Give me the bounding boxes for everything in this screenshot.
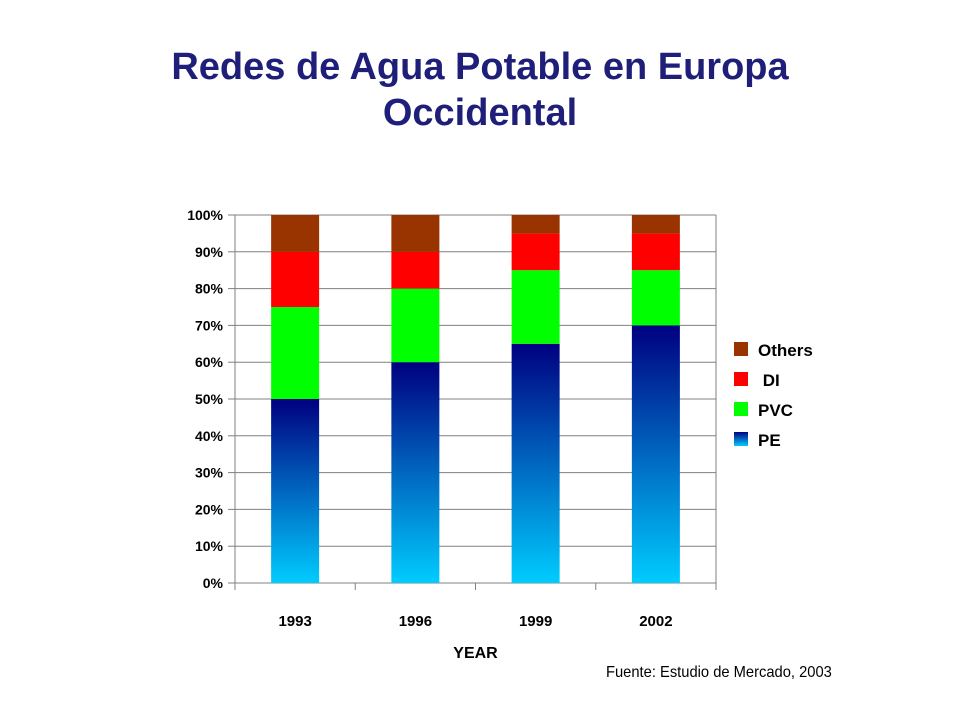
x-tick-label: 2002 bbox=[639, 613, 672, 630]
bar-di-1996 bbox=[391, 251, 440, 289]
source-note: Fuente: Estudio de Mercado, 2003 bbox=[606, 664, 832, 681]
y-tick-label: 0% bbox=[203, 575, 224, 591]
legend-swatch-pe bbox=[734, 432, 748, 446]
legend-label-others: Others bbox=[758, 341, 813, 360]
y-tick-label: 100% bbox=[187, 207, 223, 223]
y-tick-label: 90% bbox=[195, 244, 224, 260]
bar-di-1999 bbox=[511, 233, 560, 271]
bar-others-2002 bbox=[631, 215, 680, 234]
legend-label-pe: PE bbox=[758, 431, 781, 450]
legend-label-pvc: PVC bbox=[758, 401, 793, 420]
legend-label-di: DI bbox=[758, 371, 780, 390]
y-tick-label: 80% bbox=[195, 281, 224, 297]
bar-pe-1993 bbox=[271, 399, 320, 583]
bar-pvc-1996 bbox=[391, 288, 440, 363]
y-tick-label: 30% bbox=[195, 465, 224, 481]
legend-swatch-pvc bbox=[734, 402, 748, 416]
bar-pe-1996 bbox=[391, 362, 440, 583]
y-tick-label: 60% bbox=[195, 354, 224, 370]
x-tick-label: 1999 bbox=[519, 613, 552, 630]
bar-others-1999 bbox=[511, 215, 560, 234]
bar-di-1993 bbox=[271, 251, 320, 307]
legend-swatch-di bbox=[734, 372, 748, 386]
bar-pe-1999 bbox=[511, 343, 560, 583]
legend-swatch-others bbox=[734, 342, 748, 356]
bar-others-1993 bbox=[271, 215, 320, 252]
bar-pvc-1993 bbox=[271, 307, 320, 399]
title-line-1: Redes de Agua Potable en Europa bbox=[171, 46, 789, 88]
y-tick-label: 40% bbox=[195, 428, 224, 444]
bar-others-1996 bbox=[391, 215, 440, 252]
title-line-2: Occidental bbox=[382, 92, 578, 134]
bar-pe-2002 bbox=[631, 325, 680, 583]
y-tick-label: 50% bbox=[195, 391, 224, 407]
y-tick-label: 70% bbox=[195, 317, 224, 333]
bar-di-2002 bbox=[631, 233, 680, 271]
y-tick-label: 10% bbox=[195, 538, 224, 554]
y-tick-label: 20% bbox=[195, 501, 224, 517]
bar-pvc-1999 bbox=[511, 270, 560, 344]
chart-title: Redes de Agua Potable en Europa Occident… bbox=[0, 44, 960, 136]
x-tick-label: 1996 bbox=[399, 613, 432, 630]
x-axis-label: YEAR bbox=[453, 645, 498, 662]
bar-pvc-2002 bbox=[631, 270, 680, 326]
x-tick-label: 1993 bbox=[278, 613, 311, 630]
